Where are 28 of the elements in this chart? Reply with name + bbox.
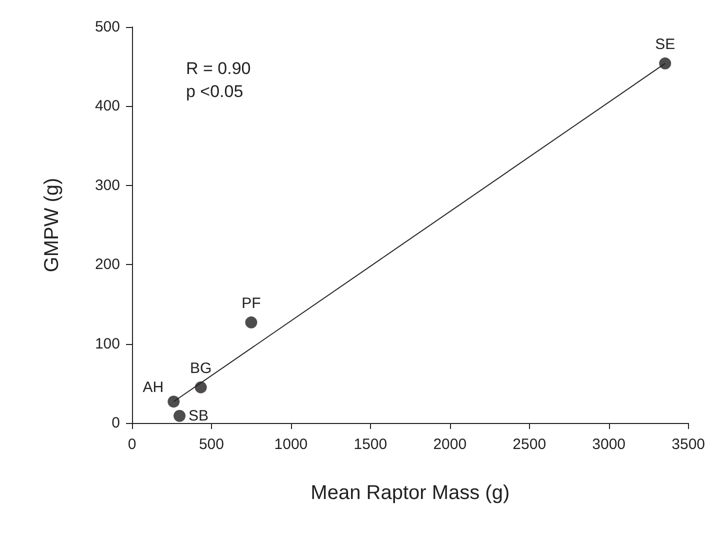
- point: [168, 396, 180, 408]
- x-tick-label: 1500: [354, 436, 388, 453]
- y-tick-label: 0: [112, 414, 120, 432]
- annotation: SE: [655, 36, 676, 53]
- x-tick-label: 500: [198, 436, 224, 453]
- annotation: R = 0.90: [186, 59, 251, 78]
- point: [174, 410, 186, 422]
- annotation: SB: [188, 407, 209, 424]
- annotation: BG: [190, 360, 212, 377]
- x-tick-label: 1000: [274, 436, 308, 453]
- y-tick-label: 100: [94, 335, 120, 352]
- point: [194, 381, 207, 394]
- point: [659, 57, 672, 70]
- x-tick-label: 3000: [592, 436, 626, 453]
- y-tick-label: 500: [94, 18, 120, 36]
- x-tick-label: 2500: [512, 436, 546, 453]
- y-tick-label: 300: [94, 176, 120, 194]
- y-axis-title: GMPW (g): [41, 178, 63, 272]
- annotation: p <0.05: [186, 82, 244, 101]
- y-tick-label: 400: [94, 98, 120, 115]
- x-axis-title: Mean Raptor Mass (g): [310, 482, 510, 504]
- x-tick-label: 2000: [433, 436, 467, 453]
- annotation: AH: [142, 379, 164, 396]
- point: [245, 316, 258, 328]
- x-tick-label: 3500: [672, 436, 706, 453]
- annotation: PF: [242, 294, 261, 312]
- y-tick-label: 200: [94, 256, 120, 274]
- x-tick-label: 0: [128, 436, 136, 453]
